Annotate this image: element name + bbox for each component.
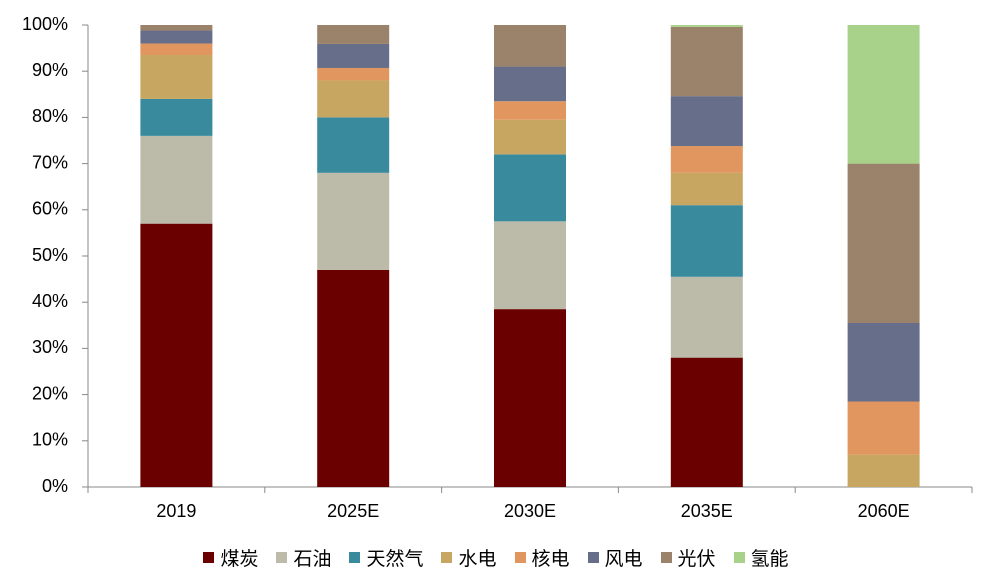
- bar-segment: [140, 30, 213, 44]
- bar-segment: [494, 309, 566, 487]
- y-tick-label: 0%: [42, 476, 68, 496]
- bar-segment: [847, 322, 920, 402]
- bar-segment: [847, 25, 920, 164]
- legend-swatch: [276, 552, 288, 563]
- legend-swatch: [441, 552, 453, 563]
- bar-segment: [847, 454, 920, 487]
- legend-swatch: [587, 552, 599, 563]
- legend-label: 石油: [293, 549, 332, 570]
- bar-segment: [494, 221, 566, 310]
- y-tick-label: 40%: [32, 291, 68, 311]
- legend-item: 水电: [441, 544, 497, 571]
- bar-segment: [847, 163, 920, 323]
- legend-label: 氢能: [750, 549, 789, 570]
- legend-item: 天然气: [349, 544, 423, 571]
- y-tick-label: 70%: [32, 152, 68, 172]
- y-tick-label: 10%: [32, 430, 68, 450]
- legend-swatch: [733, 552, 745, 563]
- legend-label: 天然气: [366, 549, 424, 570]
- legend-swatch: [203, 552, 215, 563]
- x-tick-label: 2060E: [858, 501, 910, 521]
- bar-segment: [140, 223, 213, 487]
- bar-segment: [317, 80, 390, 118]
- bar-segment: [670, 25, 743, 27]
- x-tick-label: 2025E: [327, 501, 379, 521]
- y-tick-label: 30%: [32, 337, 68, 357]
- legend-swatch: [514, 552, 526, 563]
- y-tick-label: 60%: [32, 199, 68, 219]
- y-tick-label: 90%: [32, 60, 68, 80]
- legend: 煤炭 石油 天然气 水电 核电 风电 光伏 氢能: [0, 544, 992, 571]
- bar-segment: [317, 172, 390, 270]
- bar-segment: [670, 146, 743, 173]
- bar-segment: [140, 25, 213, 31]
- bar-segment: [670, 96, 743, 147]
- legend-swatch: [660, 552, 672, 563]
- legend-label: 核电: [531, 549, 570, 570]
- legend-label: 光伏: [677, 549, 716, 570]
- bar-segment: [494, 154, 566, 222]
- y-tick-label: 50%: [32, 245, 68, 265]
- legend-label: 风电: [604, 549, 643, 570]
- bar-segment: [317, 269, 390, 487]
- legend-item: 光伏: [660, 544, 716, 571]
- bar-segment: [670, 205, 743, 277]
- legend-label: 水电: [458, 549, 497, 570]
- bar-segment: [140, 43, 213, 56]
- legend-label: 煤炭: [220, 549, 259, 570]
- bar-segment: [494, 25, 566, 67]
- x-tick-label: 2030E: [504, 501, 556, 521]
- chart: 0% 10% 20% 30% 40% 50% 60% 70% 80% 90% 100% 2019 202…: [22, 14, 973, 521]
- bar-segment: [670, 26, 743, 97]
- y-tick-label: 20%: [32, 383, 68, 403]
- bar-segment: [317, 43, 390, 68]
- bar-segment: [317, 67, 390, 81]
- legend-item: 氢能: [733, 544, 789, 571]
- bar-segment: [317, 117, 390, 173]
- bar-segment: [494, 101, 566, 120]
- legend-item: 煤炭: [203, 544, 258, 571]
- legend-item: 石油: [276, 544, 331, 571]
- x-tick-label: 2035E: [681, 501, 733, 521]
- bar-segment: [494, 119, 566, 155]
- bar-segment: [847, 401, 920, 455]
- bar-segment: [670, 276, 743, 358]
- bar-segment: [670, 172, 743, 206]
- x-tick-label: 2019: [156, 501, 196, 521]
- y-tick-label: 80%: [32, 106, 68, 126]
- legend-item: 风电: [587, 544, 643, 571]
- legend-item: 核电: [514, 544, 570, 571]
- bar-segment: [670, 357, 743, 487]
- bar-segment: [494, 66, 566, 102]
- bar-segment: [317, 25, 390, 44]
- legend-swatch: [349, 552, 361, 563]
- bar-segment: [140, 98, 213, 136]
- bar-segment: [140, 135, 213, 224]
- y-tick-label: 100%: [22, 14, 68, 34]
- bar-segment: [140, 55, 213, 99]
